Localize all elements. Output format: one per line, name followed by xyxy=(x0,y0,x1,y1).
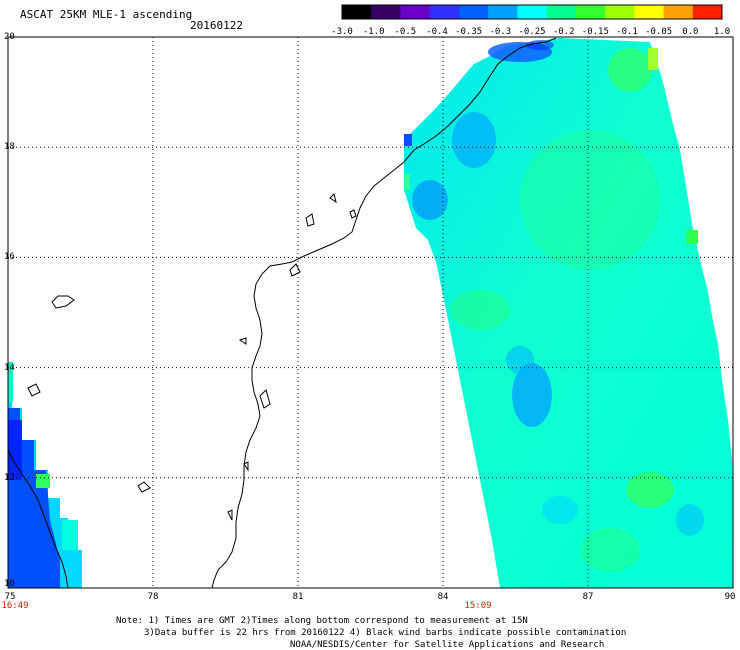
colorbar-label: -0.2 xyxy=(552,27,575,37)
y-tick-label: 20 xyxy=(4,32,15,42)
colorbar-swatch xyxy=(488,5,518,19)
colorbar-swatch xyxy=(400,5,431,19)
colorbar xyxy=(341,4,723,20)
colorbar-label: -0.05 xyxy=(645,27,673,37)
time-left: 16:49 xyxy=(1,601,29,611)
colorbar-label: -3.0 xyxy=(331,27,353,37)
y-tick-label: 10 xyxy=(4,579,15,589)
colorbar-label: -0.3 xyxy=(489,27,512,37)
colorbar-swatch xyxy=(429,5,460,19)
note-line-1: Note: 1) Times are GMT 2)Times along bot… xyxy=(116,616,528,626)
plot-frame xyxy=(7,36,734,589)
x-tick-label: 78 xyxy=(147,592,159,602)
colorbar-label: -1.0 xyxy=(362,27,385,37)
note-line-3: NOAA/NESDIS/Center for Satellite Applica… xyxy=(290,640,605,650)
map-title: ASCAT 25KM MLE-1 ascending xyxy=(20,8,193,21)
ascat-swath-west xyxy=(8,362,82,588)
colorbar-label: -0.1 xyxy=(616,27,638,37)
colorbar-border xyxy=(341,4,723,20)
y-tick-label: 14 xyxy=(4,362,15,373)
x-tick-label: 84 xyxy=(437,592,449,602)
colorbar-swatch xyxy=(546,5,577,19)
colorbar-swatch xyxy=(371,5,401,19)
map-date: 20160122 xyxy=(190,19,243,32)
colorbar-swatch xyxy=(575,5,606,19)
x-tick-label: 87 xyxy=(582,592,594,602)
colorbar-swatch xyxy=(458,5,489,19)
colorbar-label: 1.0 xyxy=(713,27,731,37)
x-tick-label: 90 xyxy=(724,592,736,602)
note-line-2: 3)Data buffer is 22 hrs from 20160122 4)… xyxy=(144,628,627,638)
x-tick-label: 81 xyxy=(292,592,304,602)
time-center: 15:09 xyxy=(464,601,492,611)
colorbar-swatch xyxy=(663,5,694,19)
x-tick-label: 75 xyxy=(4,592,16,602)
y-tick-label: 18 xyxy=(4,142,15,153)
colorbar-swatch xyxy=(517,5,548,19)
colorbar-label: -0.35 xyxy=(455,27,483,37)
colorbar-swatch xyxy=(692,5,723,19)
colorbar-label: -0.4 xyxy=(426,27,448,37)
colorbar-label: -0.5 xyxy=(394,27,417,37)
colorbar-swatch xyxy=(634,5,665,19)
y-tick-label: 12 xyxy=(4,472,15,483)
colorbar-swatch xyxy=(605,5,635,19)
colorbar-swatch xyxy=(342,5,372,19)
colorbar-label: -0.25 xyxy=(518,27,546,37)
y-tick-label: 16 xyxy=(4,252,15,263)
colorbar-label: -0.15 xyxy=(581,27,609,37)
ascat-swath-east xyxy=(404,38,733,588)
colorbar-label: 0.0 xyxy=(682,27,699,37)
